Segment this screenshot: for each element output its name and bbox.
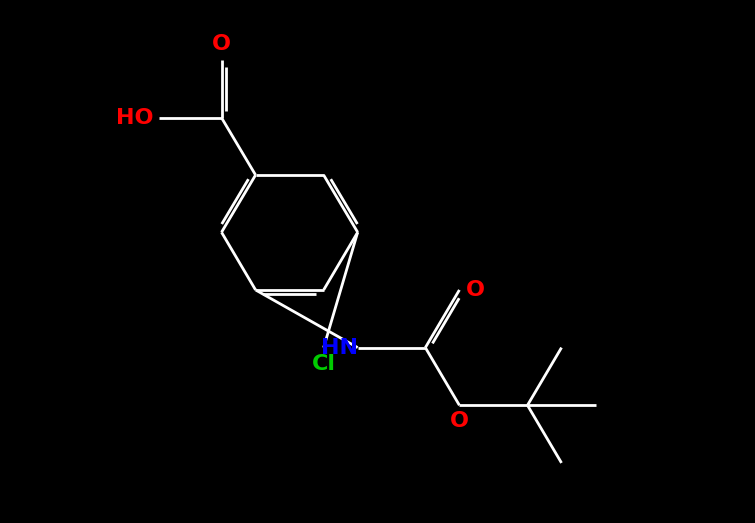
Text: O: O bbox=[450, 411, 469, 431]
Text: Cl: Cl bbox=[312, 354, 336, 373]
Text: O: O bbox=[212, 34, 231, 54]
Text: HN: HN bbox=[321, 338, 358, 358]
Text: HO: HO bbox=[116, 108, 153, 128]
Text: O: O bbox=[465, 280, 485, 300]
